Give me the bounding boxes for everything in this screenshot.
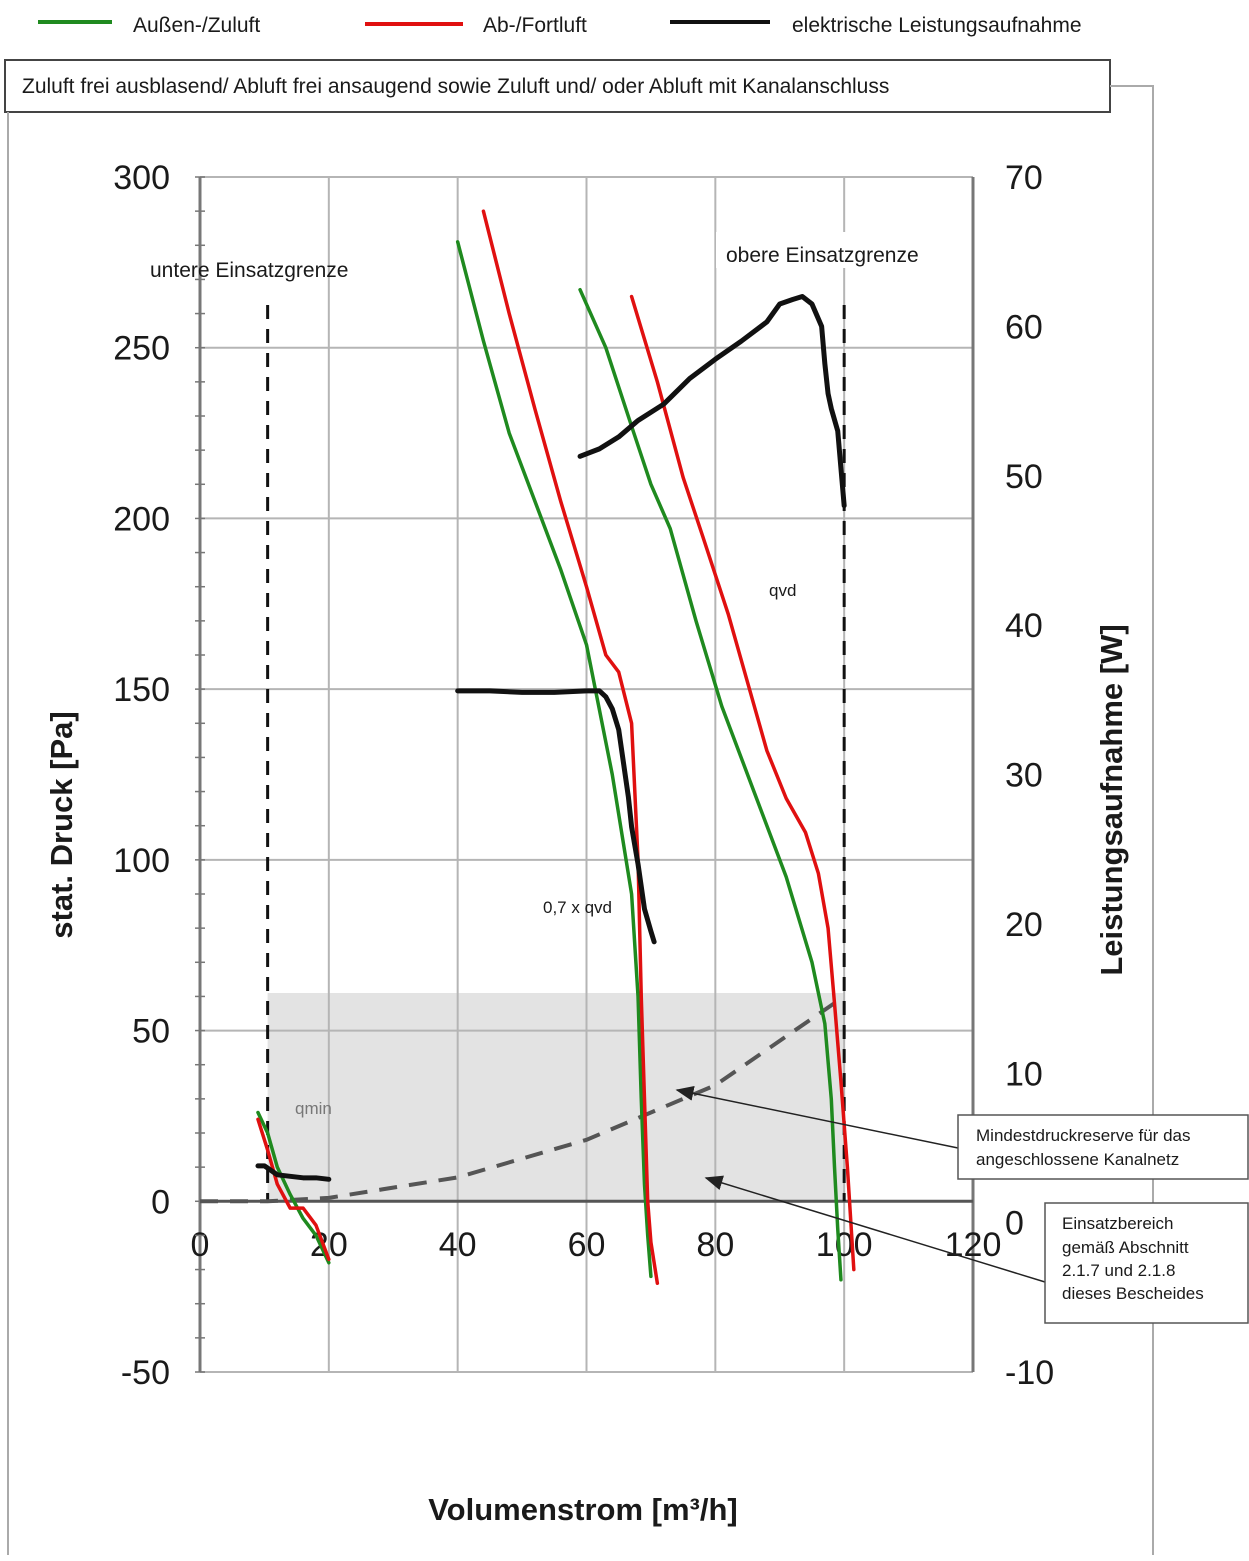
pressure-reserve-arrow: [675, 1085, 959, 1149]
x-tick-label: 60: [568, 1226, 606, 1264]
frame-right: [1110, 85, 1154, 1555]
series-line-supply-2: [256, 1110, 331, 1265]
operating-range-arrow: [704, 1175, 1046, 1283]
y2-axis-title: Leistungsaufnahme [W]: [1094, 624, 1129, 975]
legend-label-power: elektrische Leistungsaufnahme: [792, 14, 1082, 37]
x-tick-label: 40: [439, 1226, 477, 1264]
y2-tick-label: 60: [1005, 308, 1043, 346]
upper-limit-label: obere Einsatzgrenze: [726, 244, 919, 267]
operating-range-box: [1044, 1202, 1249, 1324]
series-line-exhaust-5: [256, 1117, 331, 1262]
qvd-label: qvd: [769, 581, 796, 600]
operating-range-line-4: dieses Bescheides: [1062, 1284, 1204, 1303]
series-line-power-8: [255, 1163, 332, 1182]
operating-range-line-2: gemäß Abschnitt: [1062, 1238, 1189, 1257]
pressure-reserve-line-1: Mindestdruckreserve für das: [976, 1126, 1190, 1145]
series-line-power-7: [577, 294, 847, 509]
series-line-exhaust-3: [481, 209, 660, 1285]
caption-text: Zuluft frei ausblasend/ Abluft frei ansa…: [22, 75, 889, 98]
x-axis-title: Volumenstrom [m³/h]: [428, 1492, 737, 1527]
y2-tick-label: 70: [1005, 159, 1043, 197]
y2-tick-label: 40: [1005, 607, 1043, 645]
y2-tick-label: 50: [1005, 458, 1043, 496]
y-tick-label: 150: [113, 671, 170, 709]
series-line-supply-0: [455, 240, 653, 1279]
y2-tick-label: 0: [1005, 1205, 1024, 1243]
y-tick-label: -50: [121, 1354, 170, 1392]
operating-range-line-1: Einsatzbereich: [1062, 1214, 1174, 1233]
y-tick-label: 0: [151, 1183, 170, 1221]
x-tick-label: 80: [696, 1226, 734, 1264]
legend: Außen-/Zuluft Ab-/Fortluft elektrische L…: [38, 14, 1082, 37]
operating-range-line-3: 2.1.7 und 2.1.8: [1062, 1261, 1175, 1280]
y-tick-label: 50: [132, 1013, 170, 1051]
y2-tick-label: 30: [1005, 757, 1043, 795]
pressure-reserve-line-2: angeschlossene Kanalnetz: [976, 1150, 1179, 1169]
x-tick-label: 0: [191, 1226, 210, 1264]
operating-area: [267, 993, 845, 1202]
pressure-reserve-box: [957, 1114, 1249, 1180]
upper-limit-label-bg: [716, 232, 962, 268]
x-tick-label: 120: [945, 1226, 1002, 1264]
series-line-power-6: [455, 688, 657, 945]
y-tick-label: 250: [113, 330, 170, 368]
x-tick-label: 100: [816, 1226, 873, 1264]
series-line-supply-1: [578, 287, 843, 1282]
qmin-label: qmin: [295, 1099, 332, 1118]
y-axis-title: stat. Druck [Pa]: [44, 711, 79, 938]
y2-tick-label: -10: [1005, 1354, 1054, 1392]
y-tick-label: 100: [113, 842, 170, 880]
caption-box: [4, 59, 1111, 113]
legend-label-supply: Außen-/Zuluft: [133, 14, 260, 37]
pressure-reserve-curve: [200, 994, 846, 1204]
y2-tick-label: 20: [1005, 906, 1043, 944]
lower-limit-label: untere Einsatzgrenze: [150, 259, 348, 282]
qvd-07-label: 0,7 x qvd: [543, 898, 612, 917]
y-tick-label: 300: [113, 159, 170, 197]
series-line-exhaust-4: [629, 294, 856, 1272]
y-tick-label: 200: [113, 500, 170, 538]
legend-label-exhaust: Ab-/Fortluft: [483, 14, 587, 37]
y2-tick-label: 10: [1005, 1055, 1043, 1093]
